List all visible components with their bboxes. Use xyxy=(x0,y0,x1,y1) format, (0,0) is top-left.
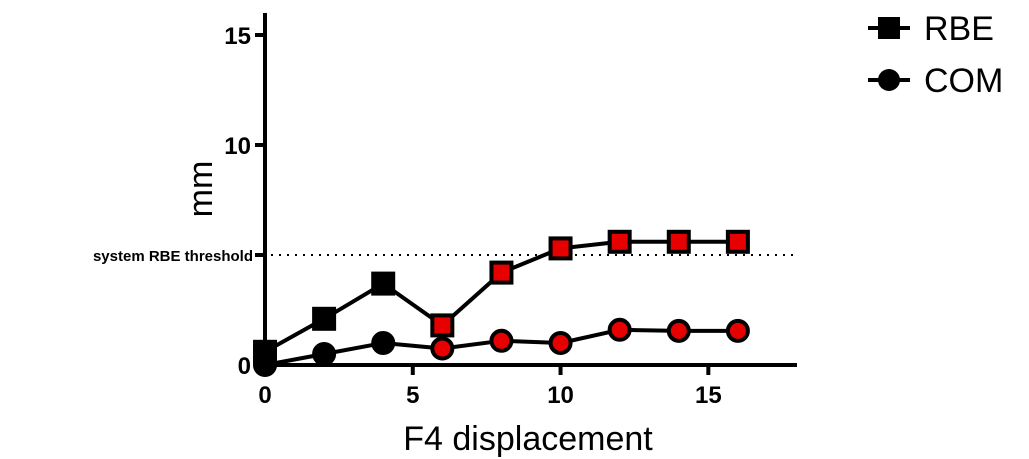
legend: RBE COM xyxy=(868,10,1003,100)
x-tick-label: 15 xyxy=(695,382,722,409)
legend-label: COM xyxy=(924,62,1003,100)
axes xyxy=(263,13,797,367)
data-point-circle xyxy=(548,331,573,355)
data-point-circle xyxy=(430,336,455,361)
threshold-group: system RBE threshold xyxy=(93,248,797,265)
data-point-square xyxy=(548,236,573,261)
x-tick-label: 5 xyxy=(406,382,419,409)
y-tick-label: 0 xyxy=(238,353,251,380)
data-point-square xyxy=(607,229,632,254)
legend-label: RBE xyxy=(924,10,994,48)
data-point-square xyxy=(725,229,750,254)
data-point-square xyxy=(371,271,396,296)
x-axis-title: F4 displacement xyxy=(403,420,653,458)
data-point-circle xyxy=(666,318,691,343)
y-axis-title: mm xyxy=(182,161,220,218)
legend-item-com: COM xyxy=(868,62,1003,100)
data-point-circle xyxy=(607,317,632,342)
legend-marker-square xyxy=(878,17,900,39)
x-tick-label: 0 xyxy=(258,382,271,409)
data-point-circle xyxy=(371,331,396,355)
series-group xyxy=(253,229,750,377)
y-tick-label: 10 xyxy=(224,133,251,160)
legend-marker-circle xyxy=(878,69,900,91)
data-point-square xyxy=(430,313,455,338)
x-tick-label: 10 xyxy=(547,382,574,409)
data-point-circle xyxy=(725,318,750,343)
threshold-label: system RBE threshold xyxy=(93,248,253,265)
data-point-circle xyxy=(253,353,277,377)
data-point-square xyxy=(489,260,514,285)
data-point-circle xyxy=(489,328,514,353)
series-com xyxy=(253,317,750,377)
data-point-square xyxy=(666,229,691,254)
legend-item-rbe: RBE xyxy=(868,10,994,48)
data-point-square xyxy=(312,306,337,331)
y-tick-label: 15 xyxy=(224,23,251,50)
data-point-circle xyxy=(312,342,337,366)
ticks: 0 10 15 0 5 10 15 xyxy=(224,23,721,409)
